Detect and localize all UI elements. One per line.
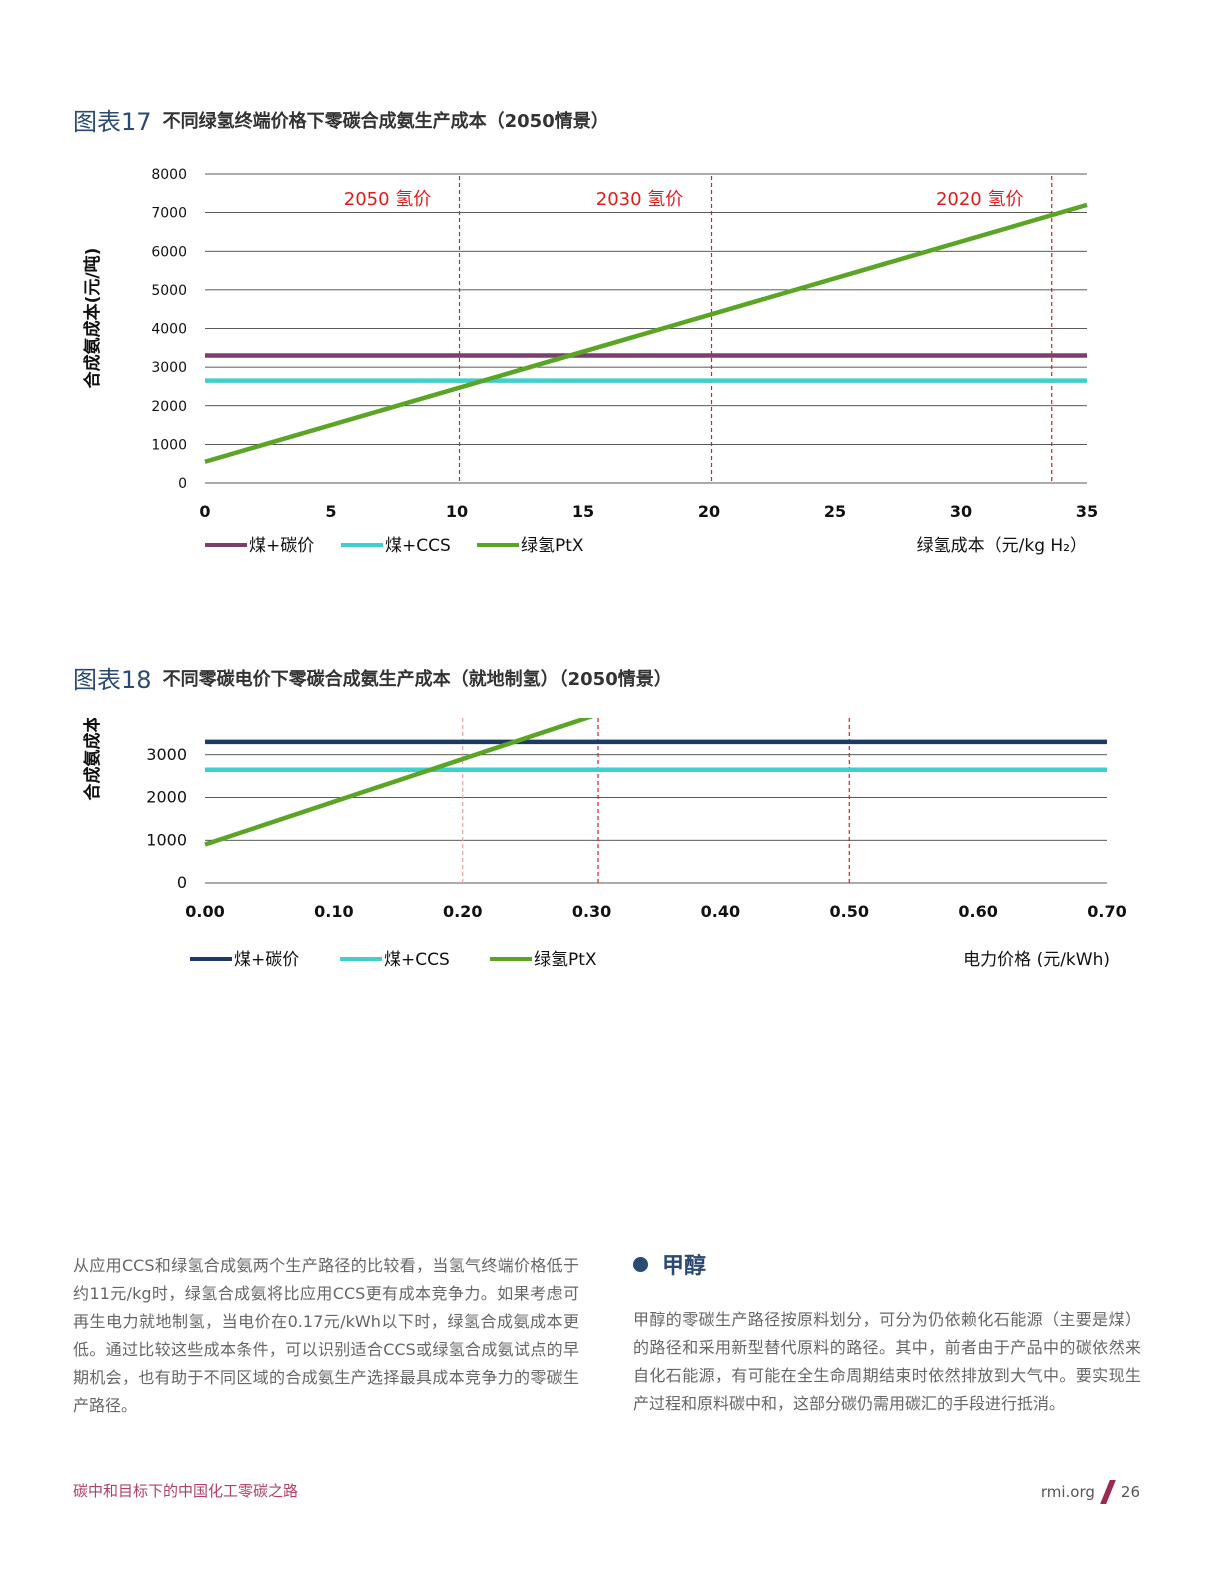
reference-line-label: 2050 氢价 xyxy=(344,189,432,210)
x-tick-label: 5 xyxy=(325,502,336,521)
legend-label-1: 煤+碳价 xyxy=(234,950,299,970)
reference-line-label: 2020 氢价 xyxy=(936,189,1024,210)
bullet-dot-icon xyxy=(633,1256,648,1272)
x-tick-label: 0.70 xyxy=(1087,902,1126,921)
y-tick-label: 1000 xyxy=(151,437,187,453)
footer-right: rmi.org 26 xyxy=(1041,1480,1140,1504)
x-tick-label: 10 xyxy=(446,502,468,521)
figure17-number: 图表17 xyxy=(73,108,152,136)
paragraph-right: 甲醇的零碳生产路径按原料划分，可分为仍依赖化石能源（主要是煤）的路径和采用新型替… xyxy=(633,1310,1141,1413)
x-tick-label: 0 xyxy=(199,502,210,521)
x-tick-label: 30 xyxy=(950,502,972,521)
x-tick-label: 0.30 xyxy=(572,902,611,921)
x-tick-label: 25 xyxy=(824,502,846,521)
y-tick-label: 4000 xyxy=(151,322,187,338)
chart-figure17: 0 1000 2000 3000 4000 5000 6000 7000 8000 0 5 10 15 2… xyxy=(82,167,1098,556)
y-tick-label: 2000 xyxy=(151,399,187,415)
y-axis-label: 合成氨成本(元/吨) xyxy=(82,248,103,389)
y-tick-label: 3000 xyxy=(151,360,187,376)
y-tick-label: 0 xyxy=(177,873,187,892)
legend-label-3: 绿氢PtX xyxy=(521,536,584,556)
series-line-3 xyxy=(204,202,1088,464)
figure18-caption: 不同零碳电价下零碳合成氨生产成本（就地制氢）（2050情景） xyxy=(162,668,672,690)
paragraph-left: 从应用CCS和绿氢合成氨两个生产路径的比较看，当氢气终端价格低于约11元/kg时… xyxy=(73,1256,579,1415)
legend-label-2: 煤+CCS xyxy=(384,950,450,970)
figure18-number: 图表18 xyxy=(73,666,152,694)
y-tick-label: 0 xyxy=(178,476,187,492)
legend-label-3: 绿氢PtX xyxy=(534,950,597,970)
x-tick-label: 0.50 xyxy=(830,902,869,921)
y-tick-label: 4000 xyxy=(146,718,187,721)
x-tick-label: 0.00 xyxy=(185,902,224,921)
y-tick-label: 2000 xyxy=(146,788,187,807)
x-tick-label: 15 xyxy=(572,502,594,521)
x-tick-label: 0.20 xyxy=(443,902,482,921)
legend-label-1: 煤+碳价 xyxy=(249,536,314,556)
legend-label-2: 煤+CCS xyxy=(385,536,451,556)
y-axis-label: 合成氨成本 xyxy=(82,718,103,801)
y-tick-label: 5000 xyxy=(151,283,187,299)
figure17-caption: 不同绿氢终端价格下零碳合成氨生产成本（2050情景） xyxy=(162,110,609,132)
section-heading-text: 甲醇 xyxy=(662,1254,707,1279)
x-tick-label: 35 xyxy=(1076,502,1098,521)
x-tick-label: 0.60 xyxy=(958,902,997,921)
x-tick-label: 0.40 xyxy=(701,902,740,921)
footer-site[interactable]: rmi.org xyxy=(1040,1483,1095,1501)
y-tick-label: 7000 xyxy=(151,206,187,222)
figure18-title: 图表18 不同零碳电价下零碳合成氨生产成本（就地制氢）（2050情景） xyxy=(73,660,672,695)
x-tick-label: 0.10 xyxy=(314,902,353,921)
y-tick-label: 6000 xyxy=(151,244,187,260)
series-line-3 xyxy=(204,718,594,847)
x-axis-label: 电力价格 (元/kWh) xyxy=(963,950,1110,970)
x-axis-label: 绿氢成本（元/kg H₂） xyxy=(917,536,1087,556)
chart-figure18: 0 1000 2000 3000 4000 0.00 0.10 0.20 0.30 0.40 0.5… xyxy=(82,718,1127,970)
y-tick-label: 1000 xyxy=(146,830,187,849)
slash-divider-icon xyxy=(1100,1480,1116,1504)
y-tick-label: 3000 xyxy=(146,745,187,764)
page-number: 26 xyxy=(1120,1483,1140,1501)
reference-line-label: 2030 氢价 xyxy=(596,189,684,210)
x-tick-label: 20 xyxy=(698,502,720,521)
y-tick-label: 8000 xyxy=(151,167,187,183)
footer-report-title: 碳中和目标下的中国化工零碳之路 xyxy=(73,1482,299,1500)
section-heading-methanol: 甲醇 xyxy=(633,1248,706,1280)
figure17-title: 图表17 不同绿氢终端价格下零碳合成氨生产成本（2050情景） xyxy=(73,102,609,137)
